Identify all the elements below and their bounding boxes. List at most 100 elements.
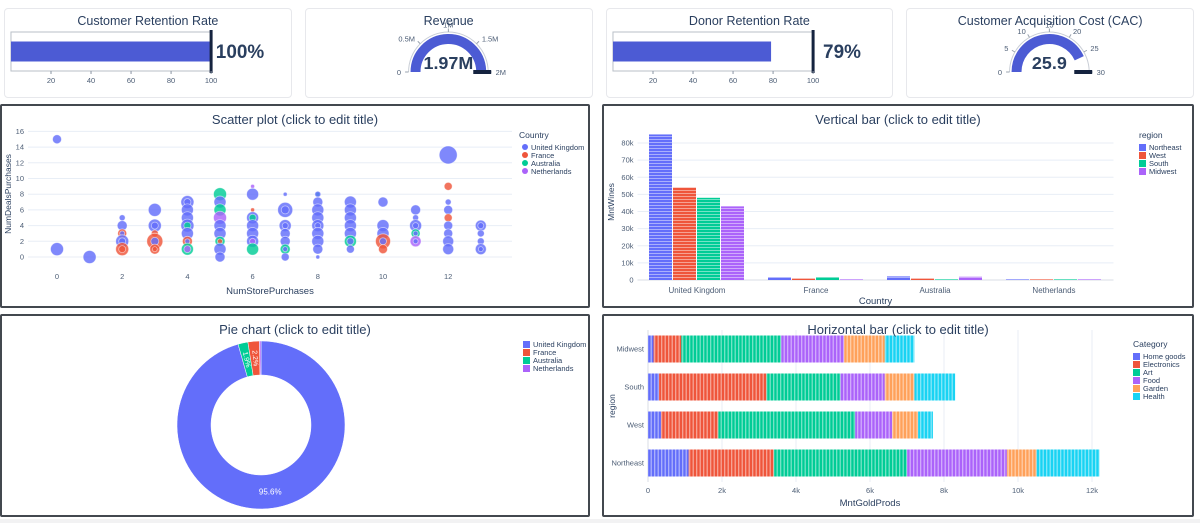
legend-item-united-kingdom[interactable]: United Kingdom — [523, 339, 587, 349]
svg-text:15: 15 — [1045, 20, 1053, 29]
svg-text:4: 4 — [20, 221, 24, 230]
horizontal-bar-legend: Category Home goods Electronics Art Food Gard… — [1133, 339, 1186, 401]
legend-item-west[interactable]: West — [1139, 151, 1182, 160]
svg-text:10: 10 — [16, 174, 24, 183]
legend-label: Midwest — [1149, 166, 1177, 176]
legend-swatch — [523, 348, 530, 356]
legend-swatch — [1133, 384, 1140, 392]
kpi-title-customer-acquisition-cost[interactable]: Customer Acquisition Cost (CAC) — [957, 14, 1143, 28]
card-customer-acquisition-cost: Customer Acquisition Cost (CAC) 0 5 10 15 20… — [906, 8, 1194, 98]
legend-item-south[interactable]: South — [1139, 158, 1182, 168]
svg-text:0.5M: 0.5M — [398, 34, 415, 43]
svg-text:6: 6 — [251, 272, 255, 281]
svg-text:80k: 80k — [621, 139, 633, 148]
card-scatter-plot: Scatter plot (click to edit title) 0 2 4 6 8… — [0, 104, 590, 308]
legend-item-electronics[interactable]: Electronics — [1133, 359, 1186, 369]
svg-text:MntGoldProds: MntGoldProds — [840, 498, 901, 509]
legend-swatch — [1139, 167, 1146, 175]
svg-text:0: 0 — [998, 68, 1002, 77]
legend-label: Food — [1143, 375, 1161, 385]
gauge-chart-cac[interactable]: 0 5 10 15 20 25 30 25.9 — [907, 9, 1193, 97]
svg-text:100: 100 — [205, 76, 217, 85]
svg-text:10: 10 — [1018, 27, 1026, 36]
svg-text:80: 80 — [768, 76, 776, 85]
vertical-bar-chart[interactable]: 0 10k 20k 30k 40k 50k 60k 70k 80k United Kingdom F… — [604, 106, 1192, 306]
legend-item-united-kingdom[interactable]: United Kingdom — [519, 143, 584, 152]
legend-item-garden[interactable]: Garden — [1133, 383, 1186, 393]
svg-text:25: 25 — [1091, 44, 1099, 53]
scatter-title[interactable]: Scatter plot (click to edit title) — [211, 112, 379, 127]
pie-title[interactable]: Pie chart (click to edit title) — [219, 322, 371, 337]
legend-item-australia[interactable]: Australia — [519, 159, 584, 168]
window-bottom-edge — [0, 519, 1200, 523]
legend-title: Country — [519, 130, 549, 140]
svg-text:8k: 8k — [940, 486, 948, 495]
legend-item-france[interactable]: France — [523, 347, 586, 357]
svg-text:60: 60 — [728, 76, 736, 85]
kpi-title-donor-retention-rate[interactable]: Donor Retention Rate — [688, 14, 810, 28]
svg-text:95.6%: 95.6% — [259, 487, 282, 496]
legend-item-food[interactable]: Food — [1133, 375, 1186, 385]
legend-label: Garden — [1143, 383, 1169, 393]
svg-text:United Kingdom: United Kingdom — [669, 286, 726, 295]
svg-text:40k: 40k — [621, 207, 633, 216]
legend-item-australia[interactable]: Australia — [523, 356, 586, 365]
horizontal-bar-chart[interactable]: 0 2k 4k 6k 8k 10k 12k Midwest South West Northeast… — [604, 316, 1192, 515]
legend-label: France — [531, 150, 555, 160]
svg-text:0: 0 — [629, 276, 633, 285]
svg-text:Northeast: Northeast — [611, 459, 644, 468]
legend-label: South — [1149, 158, 1169, 168]
legend-swatch — [522, 160, 528, 166]
svg-text:100: 100 — [806, 76, 818, 85]
svg-text:0: 0 — [397, 68, 401, 77]
vertical-bar-title[interactable]: Vertical bar (click to edit title) — [815, 112, 981, 127]
svg-text:8: 8 — [316, 272, 320, 281]
svg-text:8: 8 — [20, 190, 24, 199]
svg-text:6: 6 — [20, 205, 24, 214]
legend-swatch — [523, 340, 530, 348]
legend-item-netherlands[interactable]: Netherlands — [519, 166, 584, 176]
svg-text:30k: 30k — [621, 224, 633, 233]
svg-text:1.5M: 1.5M — [482, 34, 499, 43]
legend-label: France — [533, 347, 557, 357]
legend-label: Electronics — [1143, 359, 1180, 369]
svg-text:Midwest: Midwest — [616, 345, 644, 354]
legend-swatch — [1139, 143, 1146, 151]
legend-item-northeast[interactable]: Northeast — [1139, 143, 1182, 152]
legend-swatch — [1133, 352, 1140, 360]
svg-text:20: 20 — [1073, 27, 1081, 36]
svg-text:10: 10 — [379, 272, 387, 281]
svg-text:2k: 2k — [718, 486, 726, 495]
legend-item-netherlands[interactable]: Netherlands — [523, 364, 586, 373]
legend-item-art[interactable]: Art — [1133, 367, 1186, 377]
svg-text:6k: 6k — [866, 486, 874, 495]
card-customer-retention-rate: Customer Retention Rate 20 40 60 80 100 100% — [4, 8, 292, 98]
kpi-row: Customer Retention Rate 20 40 60 80 100 100% … — [4, 8, 1194, 98]
svg-text:0: 0 — [55, 272, 59, 281]
svg-text:12: 12 — [16, 158, 24, 167]
legend-item-health[interactable]: Health — [1133, 392, 1186, 401]
svg-text:Australia: Australia — [919, 286, 951, 295]
legend-label: United Kingdom — [533, 339, 587, 349]
svg-text:4: 4 — [185, 272, 189, 281]
pie-chart[interactable]: 95.6% 2.2%1.9% — [2, 316, 588, 515]
bullet-chart-customer-retention[interactable]: 20 40 60 80 100 100% — [5, 9, 291, 97]
svg-text:60k: 60k — [621, 173, 633, 182]
pie-legend: United Kingdom France Australia Netherlands — [523, 339, 587, 373]
svg-text:0: 0 — [646, 486, 650, 495]
legend-swatch — [522, 144, 528, 150]
bullet-chart-donor-retention[interactable]: 20 40 60 80 100 79% — [607, 9, 893, 97]
legend-item-france[interactable]: France — [519, 150, 584, 160]
gauge-chart-revenue[interactable]: 0 0.5M 1M 1.5M 2M 1.97M — [306, 9, 592, 97]
svg-text:10k: 10k — [1012, 486, 1024, 495]
legend-item-midwest[interactable]: Midwest — [1139, 166, 1182, 176]
legend-item-home-goods[interactable]: Home goods — [1133, 352, 1186, 361]
svg-text:12: 12 — [444, 272, 452, 281]
kpi-title-revenue[interactable]: Revenue — [423, 14, 474, 28]
legend-label: Netherlands — [531, 166, 572, 176]
card-donor-retention-rate: Donor Retention Rate 20 40 60 80 100 79% — [605, 8, 894, 98]
kpi-title-customer-retention-rate[interactable]: Customer Retention Rate — [77, 14, 219, 28]
horizontal-bar-title[interactable]: Horizontal bar (click to edit title) — [807, 322, 989, 337]
scatter-plot[interactable]: 0 2 4 6 8 10 12 14 16 0 2 4 6 8 10 12 NumStorePurchases N… — [2, 106, 588, 306]
legend-label: Art — [1143, 367, 1153, 377]
